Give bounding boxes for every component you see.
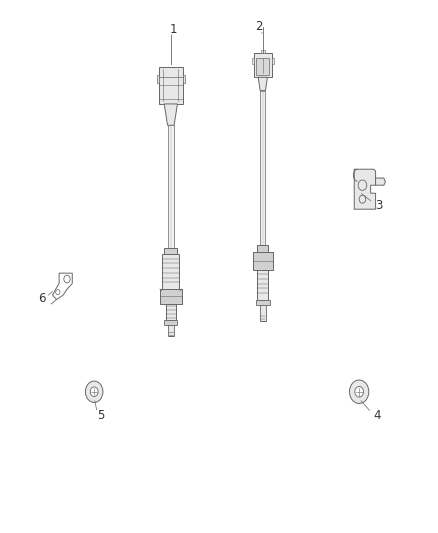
Bar	[260, 91, 265, 245]
Bar	[164, 320, 177, 325]
Bar	[252, 58, 254, 64]
Bar	[256, 58, 269, 75]
Bar	[256, 300, 270, 305]
Bar	[261, 50, 265, 53]
Bar	[254, 53, 272, 77]
Circle shape	[90, 387, 98, 397]
Bar	[159, 67, 183, 104]
Bar	[160, 289, 182, 304]
Polygon shape	[354, 169, 375, 209]
Bar	[164, 248, 177, 254]
Bar	[257, 245, 268, 252]
Bar	[260, 305, 265, 321]
Bar	[156, 75, 159, 83]
Bar	[168, 325, 174, 336]
Text: 6: 6	[38, 292, 46, 305]
Bar	[257, 270, 268, 300]
Text: 1: 1	[169, 23, 177, 36]
Bar	[162, 254, 179, 289]
Circle shape	[350, 380, 369, 403]
Text: 3: 3	[375, 199, 382, 212]
Bar	[272, 58, 274, 64]
Text: 2: 2	[254, 20, 262, 33]
Polygon shape	[258, 77, 267, 91]
Polygon shape	[375, 178, 385, 185]
Circle shape	[85, 381, 103, 402]
Bar	[166, 304, 176, 320]
Bar	[168, 125, 173, 248]
Polygon shape	[164, 104, 177, 125]
Text: 4: 4	[373, 409, 381, 422]
Bar	[183, 75, 185, 83]
Text: 5: 5	[97, 409, 104, 422]
Bar	[253, 252, 273, 270]
Circle shape	[355, 386, 364, 397]
